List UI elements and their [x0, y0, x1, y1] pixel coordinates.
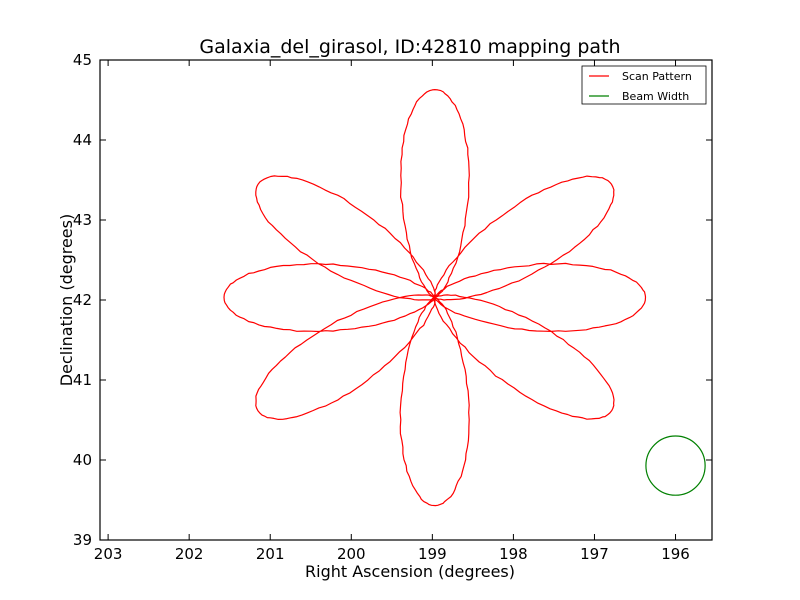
y-tick-label: 42 — [73, 291, 92, 309]
ticks-layer: 203 202 201 200 199 198 197 196 39 40 41 42 43 44 45 — [73, 51, 712, 563]
y-axis-label: Declination (degrees) — [57, 214, 76, 386]
y-tick-label: 39 — [73, 531, 92, 549]
x-tick-label: 203 — [94, 545, 123, 563]
beam-width-circle — [645, 435, 706, 496]
x-tick-label: 201 — [256, 545, 285, 563]
y-tick-label: 43 — [73, 211, 92, 229]
legend-label-scan-pattern: Scan Pattern — [622, 70, 692, 83]
y-tick-label: 45 — [73, 51, 92, 69]
x-tick-label: 199 — [418, 545, 447, 563]
x-tick-label: 196 — [661, 545, 690, 563]
legend-frame — [581, 65, 707, 105]
chart-title: Galaxia_del_girasol, ID:42810 mapping pa… — [199, 36, 620, 58]
y-tick-label: 44 — [73, 131, 92, 149]
scan-pattern-line — [223, 89, 647, 507]
x-axis-label: Right Ascension (degrees) — [305, 562, 515, 581]
x-tick-label: 200 — [337, 545, 366, 563]
legend-label-beam-width: Beam Width — [622, 90, 689, 103]
x-tick-label: 197 — [580, 545, 609, 563]
y-tick-label: 41 — [73, 371, 92, 389]
y-tick-label: 40 — [73, 451, 92, 469]
legend: Scan Pattern Beam Width — [581, 65, 707, 105]
plot-layer — [223, 89, 706, 507]
x-tick-label: 198 — [499, 545, 528, 563]
x-tick-label: 202 — [175, 545, 204, 563]
